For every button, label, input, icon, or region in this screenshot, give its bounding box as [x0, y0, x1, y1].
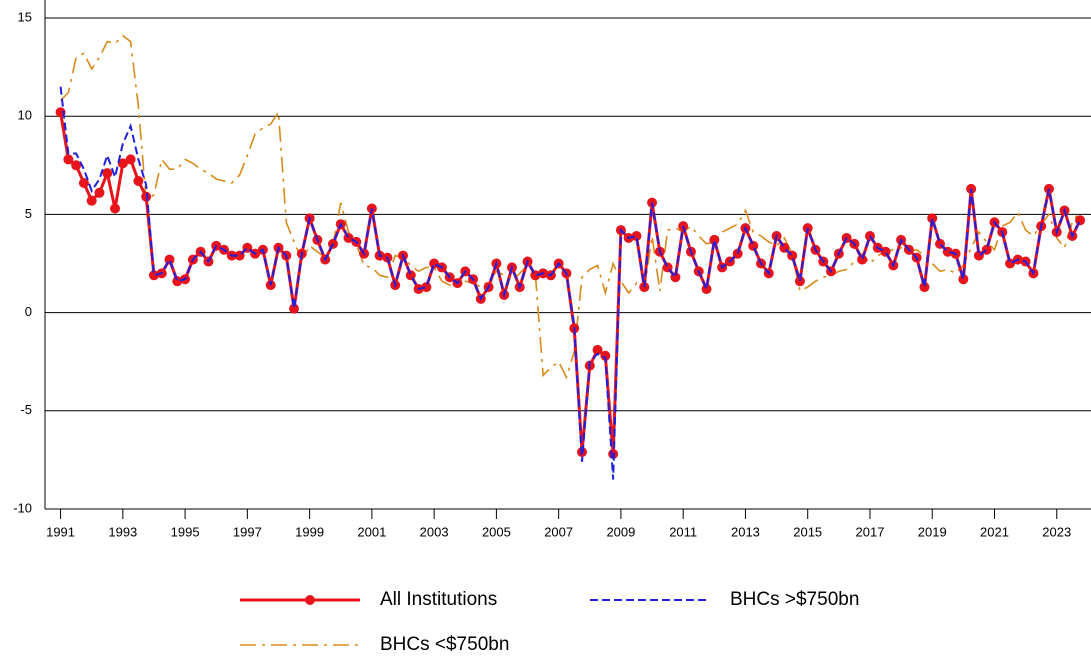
x-tick-label: 2009	[606, 524, 635, 539]
data-point	[857, 254, 868, 265]
data-point	[592, 344, 603, 355]
data-point	[794, 276, 805, 287]
data-point	[172, 276, 183, 287]
y-tick-label: -5	[20, 402, 32, 417]
data-point	[133, 176, 144, 187]
x-tick-label: 2013	[731, 524, 760, 539]
data-point	[164, 254, 175, 265]
x-tick-label: 2005	[482, 524, 511, 539]
legend-label: BHCs <$750bn	[380, 634, 509, 655]
series-line	[59, 86, 1081, 480]
x-tick-label: 2023	[1042, 524, 1071, 539]
x-tick-label: 2007	[544, 524, 573, 539]
x-tick-label: 2011	[669, 524, 697, 539]
legend-label: All Institutions	[380, 589, 497, 610]
x-tick-label: 1991	[46, 524, 75, 539]
data-point	[289, 303, 300, 314]
data-point	[148, 270, 159, 281]
data-point	[110, 203, 121, 214]
x-tick-label: 2003	[420, 524, 449, 539]
data-point	[880, 246, 891, 257]
data-point	[63, 154, 74, 165]
x-tick-label: 1993	[108, 524, 137, 539]
legend-label: BHCs >$750bn	[730, 589, 859, 610]
x-tick-label: 2017	[856, 524, 885, 539]
x-tick-label: 1995	[171, 524, 200, 539]
data-point	[701, 284, 712, 295]
data-point	[927, 213, 938, 224]
data-point	[1075, 215, 1086, 226]
y-tick-label: 10	[18, 108, 32, 123]
data-point	[125, 154, 136, 165]
legend: BHCs <$750bn All Institutions BHCs >$750bn	[240, 589, 859, 655]
data-point	[102, 168, 113, 179]
y-tick-label: -10	[13, 500, 32, 515]
data-point	[709, 234, 720, 245]
x-tick-label: 1999	[295, 524, 324, 539]
x-tick-label: 2021	[980, 524, 1009, 539]
data-point	[600, 350, 611, 361]
x-tick-label: 2001	[357, 524, 386, 539]
data-point	[919, 282, 930, 293]
data-point	[748, 240, 759, 251]
data-point	[141, 191, 152, 202]
y-tick-label: 15	[18, 9, 32, 24]
data-point	[631, 231, 642, 242]
data-point	[958, 274, 969, 285]
data-point	[71, 160, 82, 171]
data-point	[94, 187, 105, 198]
data-point	[1005, 258, 1016, 269]
data-point	[86, 195, 97, 206]
y-tick-label: 5	[25, 206, 32, 221]
x-tick-label: 2019	[918, 524, 947, 539]
x-tick-label: 1997	[233, 524, 262, 539]
data-point	[78, 177, 89, 188]
legend-marker	[305, 595, 315, 605]
data-point	[732, 248, 743, 259]
data-point	[405, 270, 416, 281]
data-point	[429, 258, 440, 269]
data-point	[421, 282, 432, 293]
y-tick-label: 0	[25, 304, 32, 319]
x-tick-label: 2015	[793, 524, 822, 539]
data-point	[117, 158, 128, 169]
